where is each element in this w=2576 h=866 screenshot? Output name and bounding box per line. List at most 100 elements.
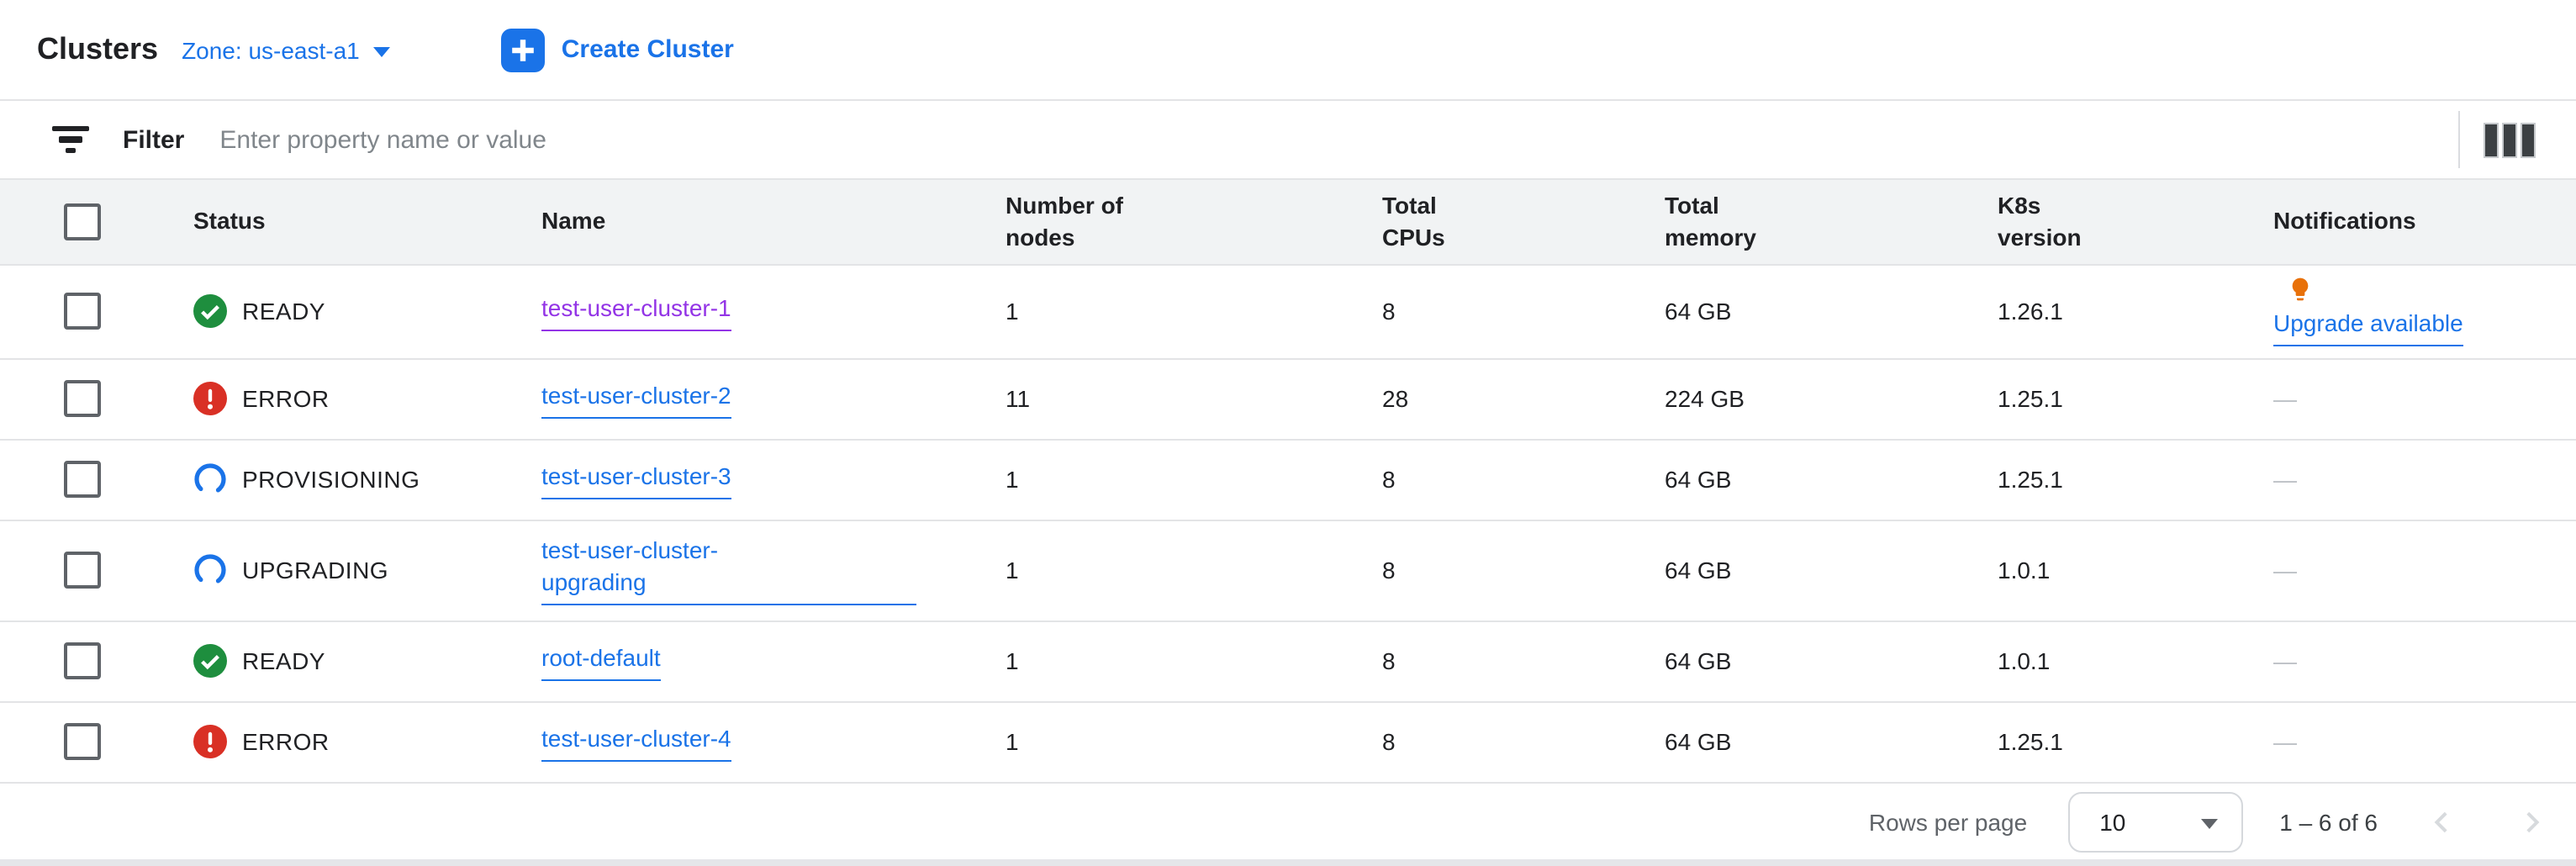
name-cell: test-user-cluster-1 <box>541 264 1006 358</box>
cpus-cell: 8 <box>1382 728 1396 755</box>
status-cell: PROVISIONING <box>193 439 541 520</box>
notification-cell: — <box>2273 520 2576 620</box>
notification-cell: — <box>2273 439 2576 520</box>
row-checkbox[interactable] <box>64 380 101 417</box>
table-row: READY root-default 1 8 64 GB 1.0.1 — <box>0 620 2576 701</box>
previous-page-button[interactable] <box>2421 801 2462 842</box>
notification-cell: — <box>2273 620 2576 701</box>
plus-icon <box>500 28 545 71</box>
no-notification-dash: — <box>2273 728 2297 755</box>
column-header-notifications: Notifications <box>2273 207 2416 235</box>
k8s-version-cell: 1.0.1 <box>1998 647 2051 674</box>
cpus-cell: 8 <box>1382 466 1396 493</box>
zone-selector[interactable]: Zone: us-east-a1 <box>182 36 390 63</box>
memory-cell: 64 GB <box>1665 557 1732 583</box>
create-cluster-button[interactable]: Create Cluster <box>500 28 734 71</box>
chevron-left-icon <box>2434 811 2447 832</box>
table-row: ERROR test-user-cluster-2 11 28 224 GB 1… <box>0 358 2576 439</box>
nodes-cell: 1 <box>1006 466 1019 493</box>
status-label: ERROR <box>242 385 330 412</box>
cluster-table-body: READY test-user-cluster-1 1 8 64 GB 1.26… <box>0 264 2576 782</box>
create-cluster-label: Create Cluster <box>561 35 734 64</box>
table-header-row: Status Name Number of nodes Total CPUs T… <box>0 180 2576 264</box>
k8s-version-cell: 1.25.1 <box>1998 385 2063 412</box>
cpus-cell: 8 <box>1382 647 1396 674</box>
status-label: PROVISIONING <box>242 466 420 493</box>
no-notification-dash: — <box>2273 466 2297 493</box>
table-row: ERROR test-user-cluster-4 1 8 64 GB 1.25… <box>0 701 2576 782</box>
cluster-name-link[interactable]: test-user-cluster-3 <box>541 460 731 499</box>
rows-per-page-label: Rows per page <box>1868 808 2028 835</box>
status-label: READY <box>242 647 325 674</box>
cluster-name-link[interactable]: test-user-cluster-2 <box>541 379 731 418</box>
table-row: PROVISIONING test-user-cluster-3 1 8 64 … <box>0 439 2576 520</box>
column-header-k8s-version: K8s version <box>1998 191 2082 251</box>
memory-cell: 64 GB <box>1665 728 1732 755</box>
k8s-version-cell: 1.25.1 <box>1998 466 2063 493</box>
chevron-down-icon <box>372 46 390 56</box>
no-notification-dash: — <box>2273 557 2297 583</box>
rows-per-page-select[interactable]: 10 <box>2067 791 2243 852</box>
table-row: UPGRADING test-user-cluster-upgrading 1 … <box>0 520 2576 620</box>
rows-per-page-value: 10 <box>2099 808 2126 835</box>
no-notification-dash: — <box>2273 385 2297 412</box>
chevron-right-icon <box>2526 811 2540 832</box>
filter-input[interactable] <box>216 124 2458 156</box>
name-cell: test-user-cluster-upgrading <box>541 520 1006 620</box>
row-checkbox[interactable] <box>64 642 101 679</box>
filter-bar: Filter <box>0 101 2576 180</box>
status-label: READY <box>242 298 325 325</box>
error-circle-icon <box>193 725 227 758</box>
cluster-name-link[interactable]: root-default <box>541 642 661 680</box>
select-all-checkbox[interactable] <box>64 203 101 240</box>
cpus-cell: 8 <box>1382 557 1396 583</box>
cpus-cell: 28 <box>1382 385 1409 412</box>
bottom-edge-strip <box>0 859 2576 866</box>
page-title: Clusters <box>37 32 159 66</box>
column-header-nodes: Number of nodes <box>1006 191 1123 251</box>
column-header-cpus: Total CPUs <box>1382 191 1445 251</box>
filter-label: Filter <box>123 125 185 154</box>
error-circle-icon <box>193 382 227 415</box>
memory-cell: 64 GB <box>1665 298 1732 325</box>
check-circle-icon <box>193 294 227 328</box>
filter-icon <box>52 125 89 154</box>
memory-cell: 64 GB <box>1665 466 1732 493</box>
column-display-options-icon[interactable] <box>2484 122 2536 157</box>
status-cell: ERROR <box>193 358 541 439</box>
cluster-name-link[interactable]: test-user-cluster-4 <box>541 722 731 761</box>
check-circle-icon <box>193 644 227 678</box>
pagination-bar: Rows per page 10 1 – 6 of 6 <box>0 783 2576 860</box>
k8s-version-cell: 1.25.1 <box>1998 728 2063 755</box>
row-checkbox[interactable] <box>64 461 101 498</box>
k8s-version-cell: 1.26.1 <box>1998 298 2063 325</box>
status-cell: ERROR <box>193 701 541 782</box>
status-cell: UPGRADING <box>193 520 541 620</box>
column-header-name: Name <box>541 207 606 235</box>
name-cell: test-user-cluster-4 <box>541 701 1006 782</box>
status-label: ERROR <box>242 728 330 755</box>
divider <box>2458 111 2460 168</box>
zone-label: Zone: us-east-a1 <box>182 36 360 63</box>
notification-cell: — <box>2273 701 2576 782</box>
select-arrow-icon <box>2200 818 2218 828</box>
memory-cell: 64 GB <box>1665 647 1732 674</box>
nodes-cell: 11 <box>1006 385 1031 412</box>
name-cell: test-user-cluster-2 <box>541 358 1006 439</box>
row-checkbox[interactable] <box>64 723 101 760</box>
next-page-button[interactable] <box>2512 801 2552 842</box>
cluster-name-link[interactable]: test-user-cluster-upgrading <box>541 535 916 605</box>
spinner-arc-icon <box>193 553 227 587</box>
page-header: Clusters Zone: us-east-a1 Create Cluster <box>0 0 2576 101</box>
column-header-memory: Total memory <box>1665 191 1756 251</box>
column-header-status: Status <box>193 207 266 235</box>
cluster-name-link[interactable]: test-user-cluster-1 <box>541 292 731 330</box>
row-checkbox[interactable] <box>64 293 101 330</box>
upgrade-available-link[interactable]: Upgrade available <box>2273 308 2463 346</box>
nodes-cell: 1 <box>1006 728 1019 755</box>
page-range-label: 1 – 6 of 6 <box>2279 808 2378 835</box>
status-label: UPGRADING <box>242 557 389 583</box>
notification-cell: Upgrade available <box>2273 264 2576 358</box>
row-checkbox[interactable] <box>64 552 101 589</box>
